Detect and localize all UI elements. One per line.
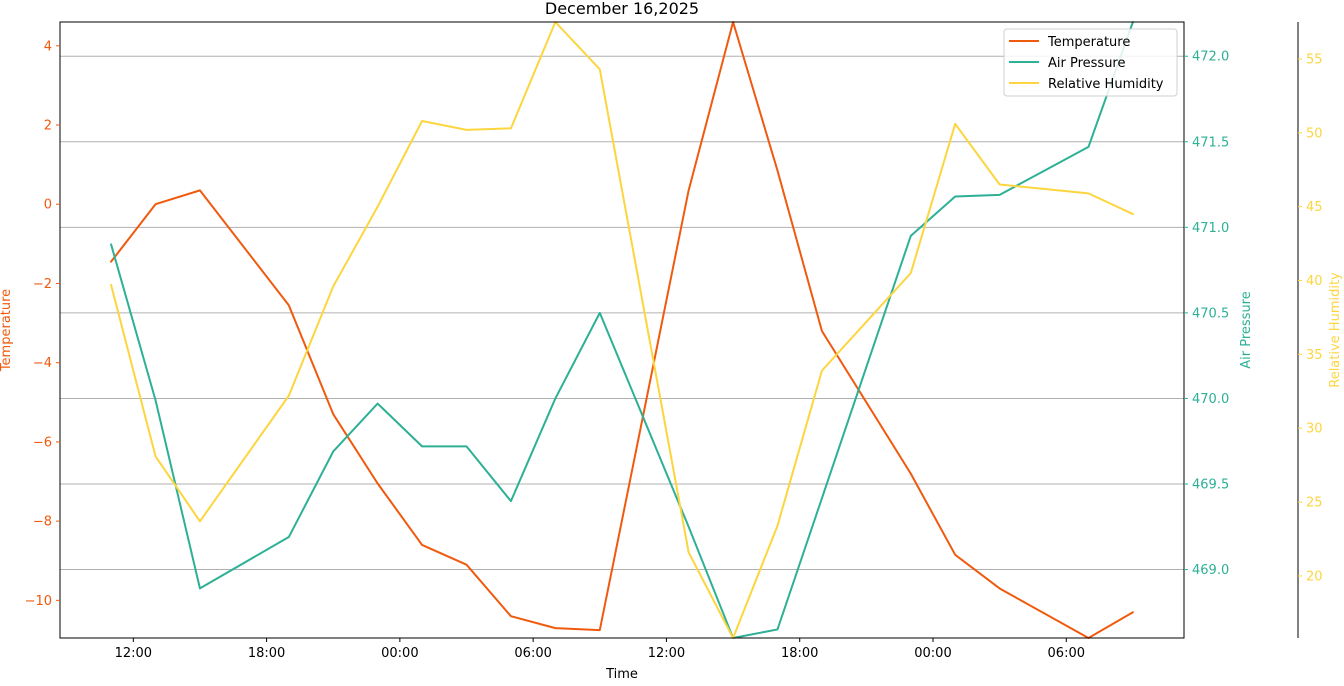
series-lines [110, 21, 1134, 639]
y-tick-label: −2 [33, 277, 52, 292]
y-tick-label: 471.5 [1192, 135, 1229, 150]
y-tick-label: 471.0 [1192, 221, 1229, 236]
axes: 12:00 18:00 00:00 06:00 12:00 18:00 00:00 06:00… [25, 39, 1323, 661]
y-tick-label: 55 [1306, 52, 1323, 67]
y-tick-label: 40 [1306, 274, 1323, 289]
y-tick-label: −8 [33, 515, 52, 530]
y-tick-label: 469.0 [1192, 563, 1229, 578]
series-line-air-pressure [110, 21, 1134, 639]
x-tick-label: 06:00 [514, 646, 551, 661]
grid-lines [60, 55, 1184, 571]
x-tick-label: 18:00 [248, 646, 285, 661]
y-tick-label: 469.5 [1192, 478, 1229, 493]
y-axis-label-air-pressure: Air Pressure [1239, 291, 1254, 369]
y-tick-label: 470.0 [1192, 392, 1229, 407]
y-tick-label: 2 [44, 118, 52, 133]
y-tick-label: 50 [1306, 126, 1323, 141]
x-tick-label: 06:00 [1048, 646, 1085, 661]
x-tick-label: 12:00 [648, 646, 685, 661]
legend-box [1003, 28, 1178, 97]
x-tick-label: 00:00 [381, 646, 418, 661]
y-tick-label: 0 [44, 198, 52, 213]
chart-title: December 16,2025 [545, 0, 699, 18]
y-tick-label: 470.5 [1192, 306, 1229, 321]
y-tick-label: 472.0 [1192, 50, 1229, 65]
legend: Temperature Air Pressure Relative Humidi… [1003, 28, 1178, 97]
y-tick-label: −4 [33, 356, 52, 371]
legend-label-air-pressure: Air Pressure [1048, 56, 1126, 71]
y-axis-label-temperature: Temperature [0, 289, 14, 372]
y-tick-label: 45 [1306, 200, 1323, 215]
y-tick-label: −10 [25, 594, 52, 609]
x-tick-label: 18:00 [781, 646, 818, 661]
legend-label-temperature: Temperature [1047, 35, 1130, 50]
x-tick-label: 00:00 [914, 646, 951, 661]
y-tick-label: −6 [33, 435, 52, 450]
series-line-temperature [110, 21, 1134, 639]
legend-label-relative-humidity: Relative Humidity [1048, 77, 1164, 92]
series-line-relative-humidity [110, 21, 1134, 639]
x-tick-label: 12:00 [115, 646, 152, 661]
y-tick-label: 35 [1306, 348, 1323, 363]
y-tick-label: 20 [1306, 569, 1323, 584]
y-axis-label-relative-humidity: Relative Humidity [1328, 272, 1343, 388]
y-tick-label: 25 [1306, 496, 1323, 511]
y-tick-label: 4 [44, 39, 52, 54]
x-axis-label: Time [605, 667, 638, 682]
plot-frame [59, 21, 1185, 639]
plot-area [60, 22, 1184, 638]
y-tick-label: 30 [1306, 422, 1323, 437]
